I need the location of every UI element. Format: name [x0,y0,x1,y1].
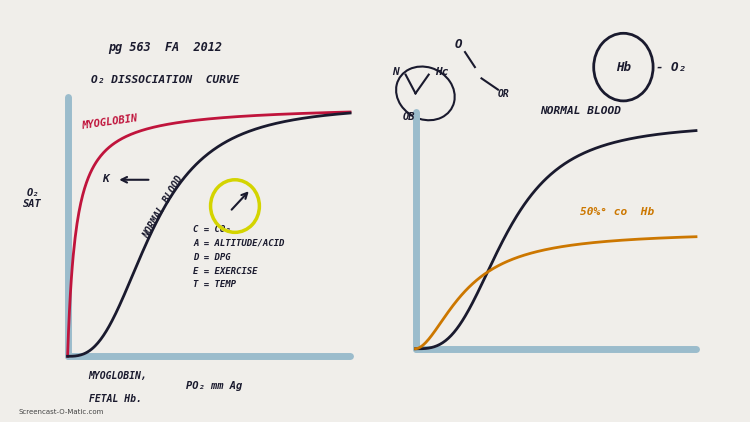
Text: K: K [103,173,110,184]
Text: OR: OR [498,89,510,99]
Text: Screencast-O-Matic.com: Screencast-O-Matic.com [19,409,104,415]
Text: Hc: Hc [435,67,448,77]
Text: C = CO₂
A = ALTITUDE/ACID
D = DPG
E = EXERCISE
T = TEMP: C = CO₂ A = ALTITUDE/ACID D = DPG E = EX… [194,225,284,289]
Text: NORMAL BLOOD: NORMAL BLOOD [141,174,184,240]
Text: 50%° co  Hb: 50%° co Hb [580,207,655,217]
Text: O: O [455,38,463,51]
Text: - O₂: - O₂ [656,61,686,73]
Text: N: N [392,67,399,77]
Text: FETAL Hb.: FETAL Hb. [88,394,141,404]
Text: OB: OB [402,112,415,122]
Text: MYOGLOBIN,: MYOGLOBIN, [88,371,147,381]
Text: MYOGLOBIN: MYOGLOBIN [82,113,139,131]
Text: pg 563  FA  2012: pg 563 FA 2012 [108,41,222,54]
Text: Hb: Hb [616,61,631,73]
Text: PO₂ mm Ag: PO₂ mm Ag [186,381,242,391]
Text: NORMAL BLOOD: NORMAL BLOOD [540,106,621,116]
Text: O₂
SAT: O₂ SAT [23,188,42,209]
Text: O₂ DISSOCIATION  CURVE: O₂ DISSOCIATION CURVE [91,75,239,84]
